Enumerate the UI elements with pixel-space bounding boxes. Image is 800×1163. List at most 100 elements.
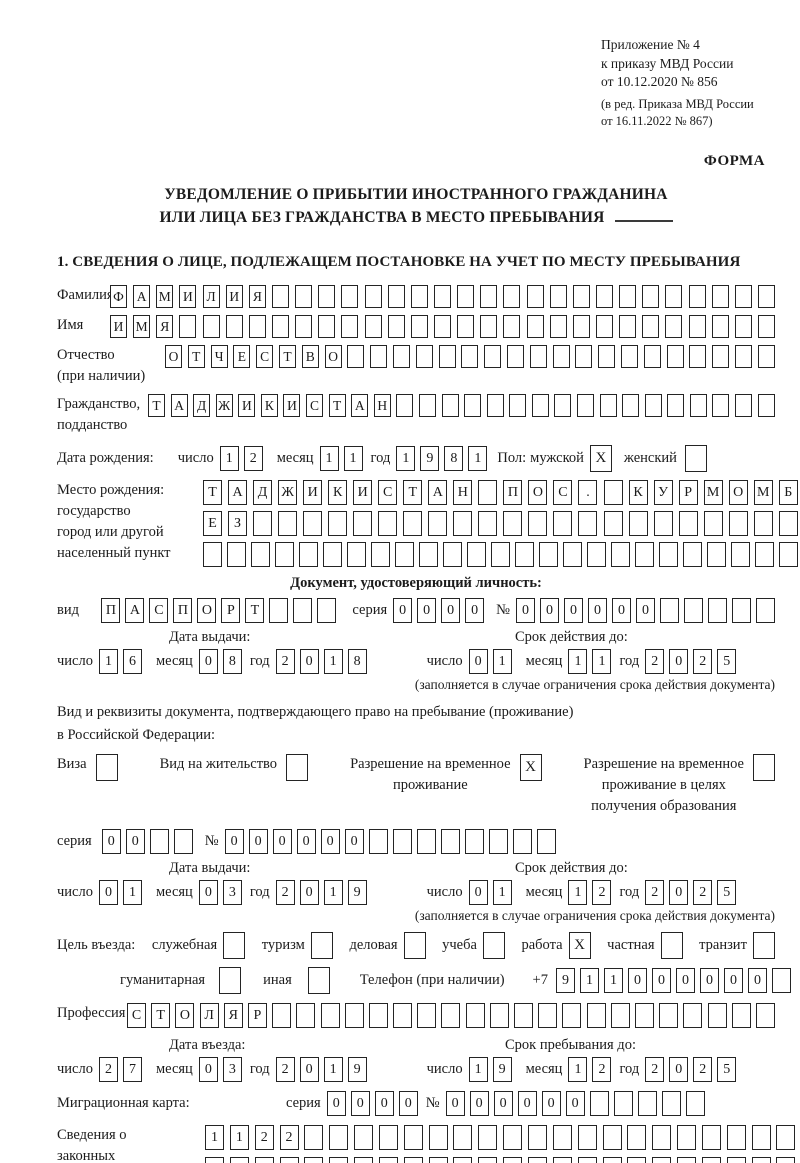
char-cell[interactable] bbox=[254, 1157, 274, 1163]
char-cell[interactable]: 0 bbox=[350, 1091, 370, 1117]
char-cell[interactable]: 2 bbox=[98, 1057, 118, 1083]
char-cell[interactable]: 2 bbox=[254, 1125, 274, 1151]
char-cell[interactable] bbox=[536, 829, 556, 855]
char-cell[interactable] bbox=[755, 1003, 775, 1029]
char-cell[interactable]: 2 bbox=[592, 880, 612, 906]
char-cell[interactable] bbox=[341, 285, 359, 309]
char-cell[interactable]: 0 bbox=[565, 1091, 585, 1117]
char-cell[interactable] bbox=[347, 345, 365, 369]
char-cell[interactable] bbox=[438, 345, 456, 369]
char-cell[interactable] bbox=[602, 1157, 622, 1163]
char-cell[interactable] bbox=[503, 511, 523, 537]
char-cell[interactable]: 2 bbox=[592, 1057, 612, 1083]
char-cell[interactable]: 1 bbox=[396, 446, 416, 472]
char-cell[interactable]: И bbox=[283, 394, 301, 418]
char-cell[interactable] bbox=[712, 345, 730, 369]
char-cell[interactable]: О bbox=[175, 1003, 195, 1029]
char-cell[interactable]: 1 bbox=[219, 446, 239, 472]
char-cell[interactable]: 0 bbox=[198, 649, 218, 675]
char-cell[interactable]: 1 bbox=[343, 446, 363, 472]
char-cell[interactable]: 0 bbox=[98, 880, 118, 906]
char-cell[interactable]: 0 bbox=[417, 598, 437, 624]
char-cell[interactable] bbox=[304, 1157, 324, 1163]
char-cell[interactable] bbox=[318, 285, 336, 309]
char-cell[interactable] bbox=[677, 1125, 697, 1151]
char-cell[interactable] bbox=[757, 315, 775, 339]
char-cell[interactable]: 0 bbox=[469, 1091, 489, 1117]
char-cell[interactable] bbox=[486, 394, 504, 418]
char-cell[interactable] bbox=[173, 829, 193, 855]
char-cell[interactable]: Н bbox=[373, 394, 391, 418]
char-cell[interactable] bbox=[453, 1157, 473, 1163]
char-cell[interactable] bbox=[419, 542, 438, 568]
char-cell[interactable] bbox=[303, 511, 323, 537]
char-cell[interactable]: 0 bbox=[651, 968, 671, 994]
char-cell[interactable] bbox=[392, 829, 412, 855]
char-cell[interactable] bbox=[489, 1003, 509, 1029]
char-cell[interactable]: М bbox=[753, 480, 773, 506]
purpose-study-checkbox[interactable] bbox=[482, 932, 505, 960]
char-cell[interactable]: Р bbox=[678, 480, 698, 506]
char-cell[interactable]: 0 bbox=[445, 1091, 465, 1117]
char-cell[interactable]: Н bbox=[453, 480, 473, 506]
char-cell[interactable] bbox=[478, 511, 498, 537]
char-cell[interactable] bbox=[393, 1003, 413, 1029]
char-cell[interactable] bbox=[627, 1125, 647, 1151]
char-cell[interactable]: Т bbox=[245, 598, 265, 624]
char-cell[interactable] bbox=[484, 345, 502, 369]
char-cell[interactable]: 8 bbox=[444, 446, 464, 472]
char-cell[interactable]: 3 bbox=[222, 1057, 242, 1083]
char-cell[interactable]: И bbox=[179, 285, 197, 309]
purpose-tourism-checkbox[interactable] bbox=[310, 932, 333, 960]
char-cell[interactable] bbox=[528, 511, 548, 537]
char-cell[interactable] bbox=[428, 1157, 448, 1163]
char-cell[interactable] bbox=[757, 285, 775, 309]
char-cell[interactable] bbox=[728, 511, 748, 537]
char-cell[interactable] bbox=[295, 315, 313, 339]
char-cell[interactable]: 1 bbox=[323, 880, 343, 906]
char-cell[interactable]: К bbox=[628, 480, 648, 506]
char-cell[interactable]: 1 bbox=[98, 649, 118, 675]
char-cell[interactable] bbox=[619, 315, 637, 339]
char-cell[interactable] bbox=[225, 315, 243, 339]
char-cell[interactable]: 0 bbox=[465, 598, 485, 624]
char-cell[interactable] bbox=[578, 511, 598, 537]
char-cell[interactable]: 0 bbox=[541, 1091, 561, 1117]
char-cell[interactable]: 1 bbox=[592, 649, 612, 675]
char-cell[interactable] bbox=[441, 1003, 461, 1029]
char-cell[interactable] bbox=[779, 542, 798, 568]
char-cell[interactable]: 0 bbox=[296, 829, 316, 855]
char-cell[interactable]: 2 bbox=[279, 1125, 299, 1151]
char-cell[interactable] bbox=[613, 1091, 633, 1117]
char-cell[interactable]: Ж bbox=[278, 480, 298, 506]
char-cell[interactable] bbox=[341, 315, 359, 339]
char-cell[interactable] bbox=[552, 345, 570, 369]
char-cell[interactable]: 0 bbox=[224, 829, 244, 855]
char-cell[interactable]: С bbox=[553, 480, 573, 506]
char-cell[interactable]: А bbox=[228, 480, 248, 506]
char-cell[interactable] bbox=[279, 1157, 299, 1163]
char-cell[interactable] bbox=[732, 598, 751, 624]
char-cell[interactable]: Д bbox=[193, 394, 211, 418]
char-cell[interactable]: 0 bbox=[326, 1091, 346, 1117]
char-cell[interactable] bbox=[370, 345, 388, 369]
char-cell[interactable] bbox=[685, 1091, 705, 1117]
char-cell[interactable]: И bbox=[353, 480, 373, 506]
char-cell[interactable] bbox=[627, 1157, 647, 1163]
char-cell[interactable] bbox=[688, 285, 706, 309]
char-cell[interactable] bbox=[387, 315, 405, 339]
char-cell[interactable]: А bbox=[133, 285, 151, 309]
char-cell[interactable] bbox=[271, 285, 289, 309]
char-cell[interactable] bbox=[644, 394, 662, 418]
char-cell[interactable] bbox=[572, 285, 590, 309]
char-cell[interactable] bbox=[509, 394, 527, 418]
char-cell[interactable] bbox=[328, 511, 348, 537]
char-cell[interactable]: 2 bbox=[645, 649, 665, 675]
char-cell[interactable] bbox=[251, 542, 270, 568]
char-cell[interactable] bbox=[465, 1003, 485, 1029]
char-cell[interactable]: Я bbox=[156, 315, 174, 339]
char-cell[interactable]: 0 bbox=[699, 968, 719, 994]
char-cell[interactable]: 1 bbox=[568, 880, 588, 906]
char-cell[interactable] bbox=[726, 1125, 746, 1151]
char-cell[interactable] bbox=[278, 511, 298, 537]
